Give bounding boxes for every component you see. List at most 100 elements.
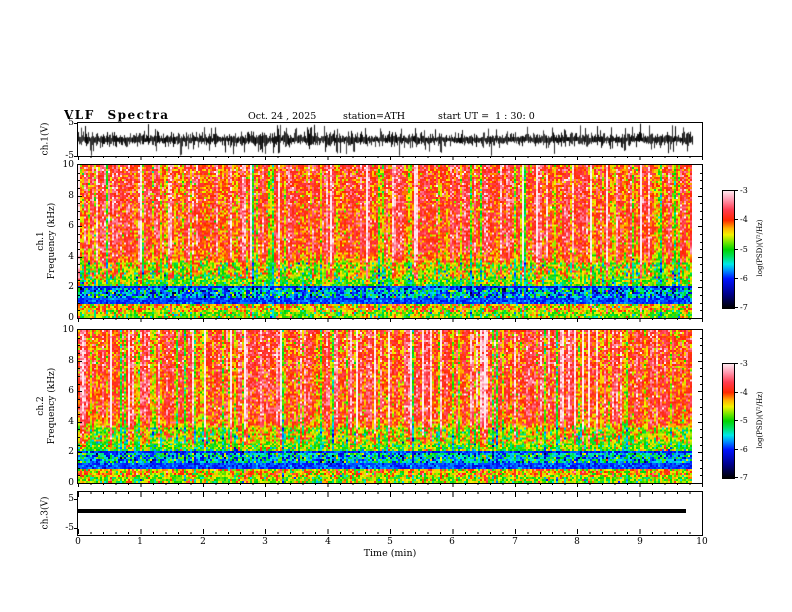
ch2-frequency-axis-label: ch.2 Frequency (kHz) — [36, 368, 58, 445]
spec2-ytick — [700, 445, 702, 446]
spec1-ytick — [78, 249, 80, 250]
spec1-ytick — [700, 295, 702, 296]
ch3-waveform-panel — [77, 491, 703, 536]
spec1-ytick — [78, 203, 80, 204]
spec2-ytick — [700, 368, 702, 369]
spec2-ytick — [78, 361, 82, 362]
spec2-ytick — [78, 345, 80, 346]
x-axis-tick-label: 1 — [137, 537, 143, 547]
spec2-ytick — [78, 368, 80, 369]
ch3-voltage-axis-label: ch.3(V) — [40, 496, 51, 530]
spec1-ytick — [78, 295, 80, 296]
x-axis-tick-label: 7 — [512, 537, 518, 547]
figure-title: VLF Spectra — [64, 108, 170, 122]
spec1-ytick — [78, 264, 80, 265]
x-major-ticks-spec1 — [78, 318, 703, 322]
spec2-ytick-label: 10 — [62, 325, 74, 335]
spec2-ytick — [700, 468, 702, 469]
spec1-ytick — [700, 180, 702, 181]
ch2-frequency-axis-label-channel: ch.2 — [36, 396, 46, 416]
colorbar-tick-label: -7 — [740, 303, 748, 312]
spec1-ytick — [78, 211, 80, 212]
x-axis-title: Time (min) — [363, 548, 417, 559]
spec1-ytick-label: 0 — [68, 313, 74, 323]
spec1-ytick — [78, 234, 80, 235]
ch1-spectrogram-panel — [77, 164, 703, 319]
spec2-ytick — [698, 422, 702, 423]
spec2-ytick — [700, 384, 702, 385]
spec1-ytick — [78, 196, 82, 197]
spec1-ytick — [700, 280, 702, 281]
colorbar-tick — [734, 307, 738, 308]
spec2-ytick-label: 4 — [68, 417, 74, 427]
header-station: station=ATH — [343, 111, 405, 122]
spec1-ytick — [78, 173, 80, 174]
spec1-ytick — [698, 287, 702, 288]
spec1-ytick — [78, 310, 80, 311]
x-axis-tick-label: 5 — [387, 537, 393, 547]
colorbar-tick-label: -3 — [740, 186, 748, 195]
ch3-wave-ytick — [74, 499, 78, 500]
spec1-ytick — [700, 219, 702, 220]
ch1-wave-ytick-label: -5 — [65, 151, 74, 161]
spec1-ytick — [78, 303, 80, 304]
spec2-ytick — [78, 399, 80, 400]
spec2-ytick — [700, 475, 702, 476]
colorbar-tick — [734, 219, 738, 220]
ch1-voltage-axis-label: ch.1(V) — [40, 122, 51, 156]
colorbar-tick — [734, 190, 738, 191]
ch1-wave-ytick — [74, 156, 78, 157]
colorbar-tick — [734, 278, 738, 279]
colorbar-tick-label: -6 — [740, 274, 748, 283]
spec1-ytick — [78, 272, 80, 273]
ch2-spectrogram-panel — [77, 329, 703, 484]
spec2-ytick — [78, 414, 80, 415]
colorbar-tick-label: -7 — [740, 473, 748, 482]
spec2-ytick — [78, 391, 82, 392]
header-date: Oct. 24 , 2025 — [248, 111, 317, 122]
spec1-ytick — [700, 264, 702, 265]
spec2-ytick — [700, 345, 702, 346]
colorbar-tick-label: -5 — [740, 245, 748, 254]
spec1-ytick — [700, 211, 702, 212]
colorbar-tick-label: -4 — [740, 215, 748, 224]
spec2-ytick — [78, 460, 80, 461]
spec1-ytick — [78, 287, 82, 288]
x-axis-tick-label: 4 — [325, 537, 331, 547]
spec2-ytick — [700, 437, 702, 438]
spec2-ytick — [700, 414, 702, 415]
x-major-ticks-ch3-top — [78, 492, 703, 497]
spec2-ytick — [700, 429, 702, 430]
spec1-ytick — [78, 280, 80, 281]
ch3-wave-ytick — [74, 528, 78, 529]
spec1-ytick-label: 10 — [62, 160, 74, 170]
colorbar-tick-label: -3 — [740, 359, 748, 368]
x-axis-tick-label: 3 — [262, 537, 268, 547]
x-axis-tick-label: 8 — [574, 537, 580, 547]
x-axis-tick-label: 10 — [696, 537, 708, 547]
colorbar-tick-label: -5 — [740, 416, 748, 425]
ch3-wave-ytick-label: 5 — [68, 494, 74, 504]
spec1-ytick-label: 6 — [68, 221, 74, 231]
spec2-ytick — [78, 445, 80, 446]
spec1-ytick — [78, 180, 80, 181]
spec1-ytick — [698, 196, 702, 197]
spec2-ytick — [78, 452, 82, 453]
spec2-ytick — [78, 422, 82, 423]
x-axis-tick-label: 6 — [449, 537, 455, 547]
spec2-ytick — [698, 452, 702, 453]
spec1-ytick — [700, 234, 702, 235]
spec1-ytick — [700, 242, 702, 243]
colorbar-tick — [734, 420, 738, 421]
spec2-ytick — [700, 399, 702, 400]
spec2-ytick — [78, 376, 80, 377]
x-axis-tick-label: 9 — [637, 537, 643, 547]
colorbar-tick-label: -6 — [740, 445, 748, 454]
spec1-ytick — [700, 249, 702, 250]
spec1-ytick — [700, 173, 702, 174]
colorbar-tick — [734, 449, 738, 450]
ch1-wave-ytick-label: 5 — [68, 118, 74, 128]
spec2-ytick — [78, 468, 80, 469]
spec2-ytick-label: 0 — [68, 478, 74, 488]
